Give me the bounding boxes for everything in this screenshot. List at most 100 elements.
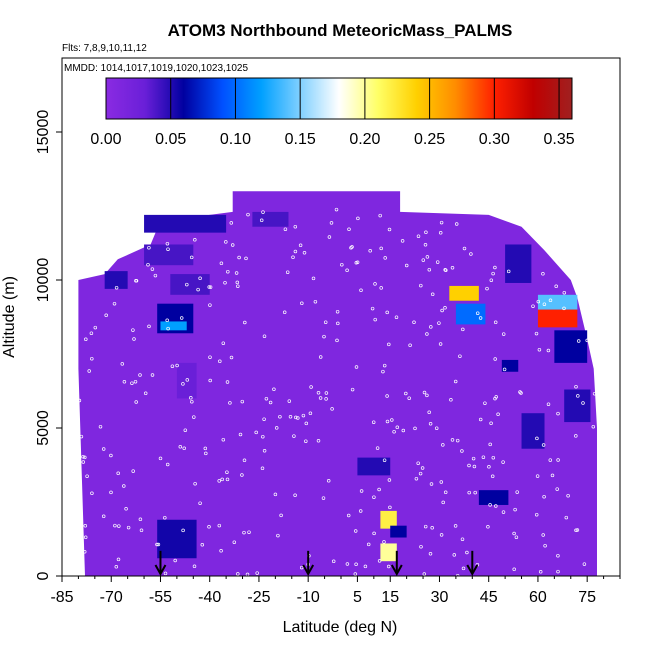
sample-point <box>562 290 567 295</box>
sample-point <box>246 212 250 217</box>
sample-point <box>443 306 447 310</box>
sample-point <box>449 398 453 402</box>
sample-point <box>377 487 381 492</box>
sample-point <box>537 347 542 352</box>
sample-point <box>274 426 279 430</box>
sample-point <box>83 524 88 528</box>
sample-point <box>327 235 332 239</box>
sample-point <box>243 320 247 325</box>
sample-point <box>84 337 88 342</box>
sample-point <box>404 391 408 396</box>
sample-point <box>81 460 86 464</box>
sample-point <box>293 493 297 498</box>
sample-point <box>458 354 462 358</box>
sample-point <box>296 416 300 420</box>
sample-point <box>225 380 230 384</box>
sample-point <box>335 309 340 314</box>
x-tick-label: 45 <box>480 589 498 606</box>
flight-arrows <box>154 550 479 577</box>
sample-point <box>461 327 465 332</box>
sample-point <box>150 373 155 377</box>
sample-point <box>217 479 221 483</box>
sample-point <box>185 282 189 287</box>
sample-point <box>554 284 558 289</box>
colorbar-tick-label: 0.30 <box>479 131 510 148</box>
sample-point <box>438 342 443 346</box>
flight-arrow-head <box>466 564 479 577</box>
sample-point <box>185 378 190 382</box>
sample-point <box>556 411 560 416</box>
sample-point <box>556 569 560 574</box>
sample-point <box>150 267 155 271</box>
sample-point <box>240 473 244 477</box>
sample-point <box>163 515 167 520</box>
sample-point <box>238 432 243 437</box>
sample-point <box>330 407 334 411</box>
sample-point <box>224 240 228 244</box>
colorbar-tick-label: 0.35 <box>543 131 574 148</box>
sample-point <box>316 391 321 395</box>
sample-point <box>204 451 208 456</box>
sample-point <box>122 484 126 488</box>
heatmap-cell <box>176 362 197 399</box>
sample-point <box>424 230 428 235</box>
sample-point <box>355 260 360 264</box>
sample-point <box>538 570 543 574</box>
sample-point <box>370 306 375 311</box>
sample-point <box>182 446 186 451</box>
sample-point <box>218 359 222 364</box>
sample-point <box>146 262 150 267</box>
sample-point <box>353 572 358 576</box>
sample-point <box>452 553 457 557</box>
sample-point <box>232 540 237 544</box>
heatmap-cell <box>160 321 187 331</box>
heatmap-cell <box>455 303 486 325</box>
colorbar-tick-label: 0.10 <box>220 131 251 148</box>
sample-point <box>366 542 371 547</box>
sample-point <box>116 471 120 476</box>
x-tick-label: 5 <box>353 589 362 606</box>
sample-point <box>359 489 364 493</box>
sample-point <box>496 412 500 417</box>
sample-point <box>381 369 385 374</box>
sample-point <box>181 382 185 386</box>
sample-point <box>208 355 212 359</box>
sample-point <box>575 528 580 532</box>
sample-point <box>260 466 265 471</box>
sample-point <box>395 425 400 430</box>
sample-point <box>318 396 323 400</box>
sample-point <box>179 316 184 320</box>
sample-point <box>548 298 553 303</box>
sample-point <box>489 421 493 426</box>
sample-point <box>428 422 433 426</box>
sample-point <box>353 529 358 533</box>
sample-point <box>592 391 597 396</box>
sample-point <box>223 280 227 285</box>
sample-point <box>329 221 334 225</box>
sample-point <box>512 567 516 572</box>
sample-point <box>134 279 138 283</box>
sample-point <box>322 334 326 339</box>
sample-point <box>541 533 545 537</box>
sample-point <box>430 292 435 297</box>
colorbar-gradient <box>105 77 573 120</box>
sample-points <box>77 207 597 578</box>
sample-point <box>237 255 241 260</box>
sample-point <box>438 231 443 235</box>
x-tick-label: -55 <box>149 589 172 606</box>
sample-point <box>143 391 148 396</box>
sample-point <box>163 571 168 576</box>
sample-point <box>304 421 309 426</box>
sample-point <box>591 424 596 429</box>
sample-point <box>298 243 303 248</box>
sample-point <box>512 531 516 536</box>
y-tick-label: 10000 <box>35 258 52 303</box>
sample-point <box>418 471 423 476</box>
sample-point <box>255 571 259 575</box>
sample-point <box>293 224 298 229</box>
sample-point <box>165 241 170 246</box>
sample-point <box>493 320 498 325</box>
sample-point <box>217 523 222 528</box>
heatmap-cell <box>170 274 210 295</box>
sample-point <box>444 268 448 273</box>
